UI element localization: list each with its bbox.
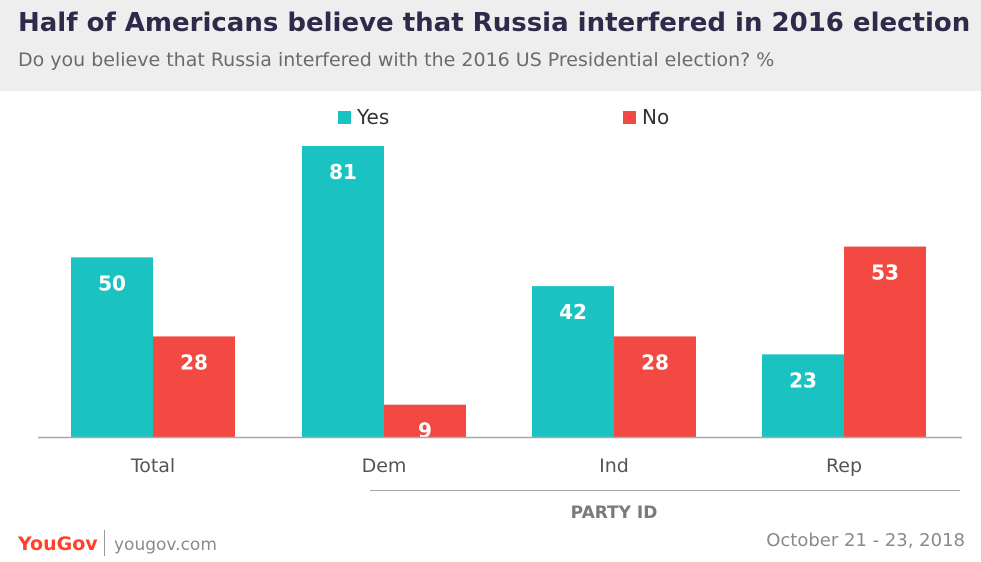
bar-dem-no [384,404,466,437]
chart-header: Half of Americans believe that Russia in… [0,0,981,91]
yougov-logo: YouGov [18,533,98,555]
x-tick-label-total: Total [130,455,175,477]
bar-rep-no [844,246,926,437]
data-label-ind-no: 28 [641,350,669,374]
footer-date: October 21 - 23, 2018 [766,530,965,551]
data-label-dem-yes: 81 [329,160,357,184]
footer-url: yougov.com [114,535,217,555]
bar-dem-yes [302,146,384,437]
footer-divider [104,530,105,556]
data-label-dem-no: 9 [418,419,432,443]
legend-label-yes: Yes [357,105,390,129]
legend-swatch-no [623,110,636,124]
bar-total-no [153,336,235,437]
x-tick-label-ind: Ind [599,455,629,477]
data-label-ind-yes: 42 [559,300,587,324]
data-label-rep-yes: 23 [789,368,817,392]
x-tick-label-dem: Dem [362,455,407,477]
legend-swatch-yes [338,110,351,124]
legend-item-yes: Yes [338,105,389,129]
group-label-party-id: PARTY ID [571,503,658,523]
bar-rep-yes [762,354,844,437]
data-label-rep-no: 53 [871,261,899,285]
chart-subtitle: Do you believe that Russia interfered wi… [18,49,775,71]
bar-ind-yes [532,286,614,437]
legend-item-no: No [623,105,669,129]
data-label-total-no: 28 [180,350,208,374]
data-label-total-yes: 50 [98,271,126,295]
x-tick-label-rep: Rep [826,455,862,477]
bar-total-yes [71,257,153,437]
chart-title: Half of Americans believe that Russia in… [18,8,971,38]
bar-ind-no [614,336,696,437]
legend-label-no: No [642,105,670,129]
